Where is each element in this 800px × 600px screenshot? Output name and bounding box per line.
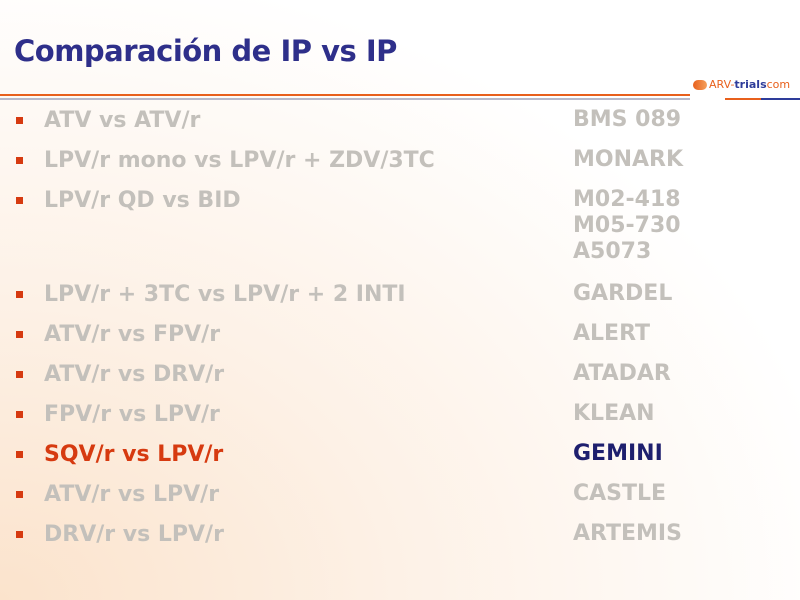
study-name: M02-418 <box>573 187 681 212</box>
header-divider <box>0 94 690 96</box>
bullet-icon <box>16 531 23 538</box>
logo-text: trials <box>734 78 767 91</box>
comparison-label: FPV/r vs LPV/r <box>44 402 220 427</box>
header-divider-accent <box>725 98 761 100</box>
study-name: BMS 089 <box>573 107 682 132</box>
study-names: MONARK <box>573 147 683 173</box>
arv-trials-logo: ARV-trials com <box>693 78 790 91</box>
bullet-icon <box>16 291 23 298</box>
bullet-icon <box>16 451 23 458</box>
slide-title: Comparación de IP vs IP <box>14 34 397 68</box>
comparison-label: SQV/r vs LPV/r <box>44 442 224 467</box>
comparison-label: ATV/r vs DRV/r <box>44 362 225 387</box>
study-names: GARDEL <box>573 281 672 307</box>
study-names: ALERT <box>573 321 650 347</box>
comparison-label: ATV/r vs LPV/r <box>44 482 220 507</box>
header-divider-blue <box>761 98 800 100</box>
bullet-icon <box>16 117 23 124</box>
study-names: GEMINI <box>573 441 663 467</box>
study-names: KLEAN <box>573 401 655 427</box>
bullet-icon <box>16 157 23 164</box>
logo-text: com <box>766 78 791 91</box>
header-divider-gray <box>0 98 690 100</box>
comparison-label: LPV/r QD vs BID <box>44 188 241 213</box>
logo-text: ARV- <box>709 78 735 91</box>
study-name: M05-730 <box>573 213 681 238</box>
study-names: ATADAR <box>573 361 671 387</box>
bullet-icon <box>16 371 23 378</box>
study-name: GEMINI <box>573 441 663 466</box>
comparison-label: ATV vs ATV/r <box>44 108 201 133</box>
pill-icon <box>693 79 707 90</box>
study-name: KLEAN <box>573 401 655 426</box>
study-names: BMS 089 <box>573 107 681 133</box>
study-names: M02-418 M05-730 A5073 <box>573 187 681 265</box>
study-name: A5073 <box>573 239 652 264</box>
study-name: ALERT <box>573 321 651 346</box>
study-names: ARTEMIS <box>573 521 682 547</box>
study-names: CASTLE <box>573 481 666 507</box>
comparison-label: ATV/r vs FPV/r <box>44 322 221 347</box>
comparison-label: LPV/r + 3TC vs LPV/r + 2 INTI <box>44 282 406 307</box>
bullet-icon <box>16 197 23 204</box>
comparison-label: LPV/r mono vs LPV/r + ZDV/3TC <box>44 148 435 173</box>
study-name: ATADAR <box>573 361 671 386</box>
study-name: CASTLE <box>573 481 667 506</box>
bullet-icon <box>16 491 23 498</box>
comparison-label: DRV/r vs LPV/r <box>44 522 224 547</box>
study-name: ARTEMIS <box>573 521 682 546</box>
study-name: MONARK <box>573 147 684 172</box>
study-name: GARDEL <box>573 281 673 306</box>
bullet-icon <box>16 411 23 418</box>
bullet-icon <box>16 331 23 338</box>
